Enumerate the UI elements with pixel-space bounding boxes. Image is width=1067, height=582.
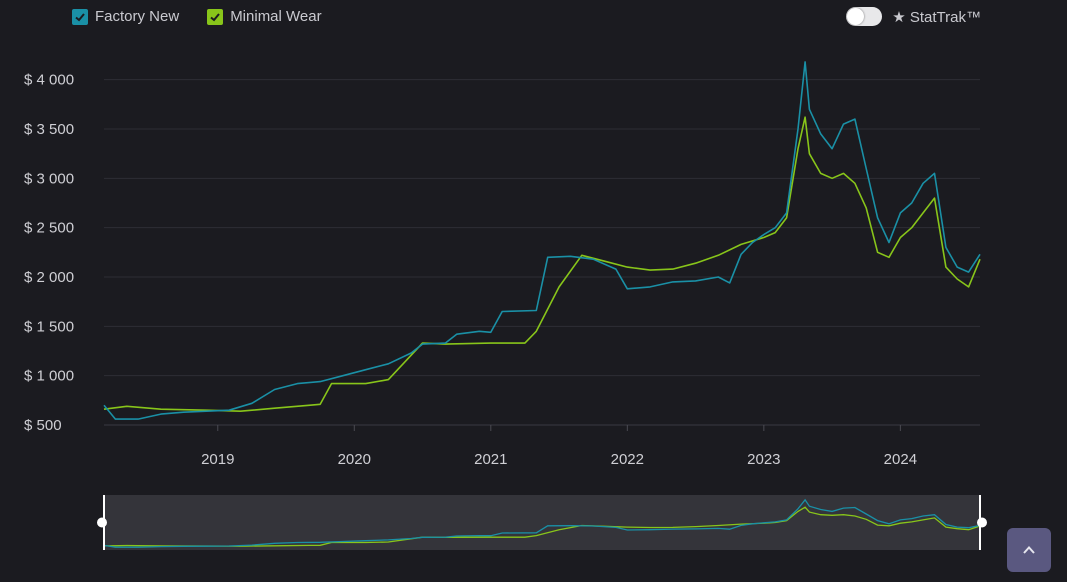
toggle-knob (847, 8, 865, 25)
x-tick-label: 2020 (338, 451, 371, 468)
checkbox-checked-icon[interactable] (72, 8, 88, 25)
x-tick-label: 2019 (201, 451, 234, 468)
stattrak-toggle[interactable] (846, 7, 883, 26)
y-tick-label: $ 1 500 (24, 318, 74, 335)
x-tick-label: 2021 (474, 451, 507, 468)
x-axis: 2019 2020 2021 2022 2023 2024 (201, 425, 917, 468)
legend-item-factory-new[interactable]: Factory New (72, 8, 179, 25)
navigator-series-line (103, 506, 981, 547)
y-tick-label: $ 3 000 (24, 170, 74, 187)
stattrak-label: ★ StatTrak™ (892, 8, 981, 26)
legend-item-minimal-wear[interactable]: Minimal Wear (207, 8, 322, 25)
navigator-handle-right[interactable] (977, 517, 987, 528)
legend-label: Minimal Wear (230, 8, 322, 25)
y-axis: $ 500 $ 1 000 $ 1 500 $ 2 000 $ 2 500 $ 3 000… (24, 72, 74, 434)
series-lines (103, 61, 981, 420)
series-line-minimal-wear (103, 116, 981, 412)
y-tick-label: $ 3 500 (24, 121, 74, 138)
legend: Factory New Minimal Wear (72, 8, 322, 25)
legend-label: Factory New (95, 8, 180, 25)
x-tick-label: 2023 (747, 451, 780, 468)
stattrak-toggle-group: ★ StatTrak™ (846, 7, 981, 26)
y-tick-label: $ 4 000 (24, 72, 74, 89)
x-tick-label: 2024 (884, 451, 917, 468)
y-tick-label: $ 2 000 (24, 269, 74, 286)
grid (104, 79, 980, 426)
navigator-series-line (103, 498, 981, 548)
y-tick-label: $ 2 500 (24, 220, 74, 237)
y-tick-label: $ 500 (24, 417, 62, 434)
y-tick-label: $ 1 000 (24, 368, 74, 385)
navigator-handle-left[interactable] (97, 517, 107, 528)
chevron-up-icon (1023, 546, 1035, 554)
x-tick-label: 2022 (611, 451, 644, 468)
scroll-to-top-button[interactable] (1007, 528, 1051, 572)
range-navigator[interactable] (97, 495, 987, 550)
series-line-factory-new (103, 61, 981, 420)
navigator-background (104, 495, 980, 550)
checkbox-checked-icon[interactable] (207, 8, 224, 25)
